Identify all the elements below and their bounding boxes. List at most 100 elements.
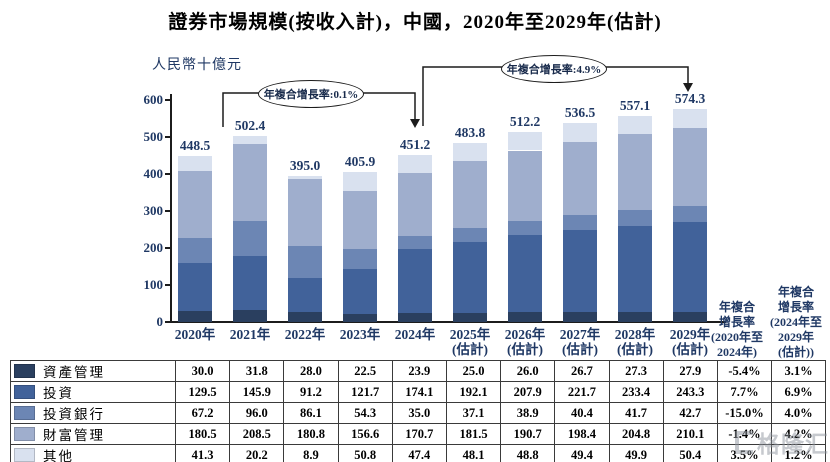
bar-segment-投資銀行 xyxy=(563,215,597,231)
value-cell: 145.9 xyxy=(229,381,285,403)
legend-swatch xyxy=(14,385,35,399)
bar-segment-財富管理 xyxy=(343,190,377,249)
cagr-cell: -15.0% xyxy=(717,402,772,424)
table-row-其他: 其他 41.3 20.2 8.9 50.8 47.4 48.1 48.8 49.4 49.9 50.… xyxy=(10,444,826,462)
bar-segment-資產管理 xyxy=(343,313,377,322)
bar-segment-投資 xyxy=(233,256,267,311)
bar-segment-財富管理 xyxy=(398,172,432,236)
bar-segment-投資 xyxy=(563,230,597,313)
table-row-投資: 投資 129.5 145.9 91.2 121.7 174.1 192.1 207.9 221.… xyxy=(10,381,826,403)
bar-segment-資產管理 xyxy=(288,311,322,322)
bar-segment-投資銀行 xyxy=(178,238,212,263)
bar-segment-投資銀行 xyxy=(618,210,652,226)
x-axis-category-label: 2027年 (估計) xyxy=(548,327,612,357)
x-axis-category-label: 2020年 xyxy=(174,327,216,342)
value-cell: 47.4 xyxy=(391,444,447,462)
value-cell: 67.2 xyxy=(174,402,231,424)
x-axis-category-note: (估計) xyxy=(617,342,653,357)
bar-segment-其他 xyxy=(508,132,542,151)
y-tick-mark xyxy=(165,247,170,249)
legend-cell: 投資銀行 xyxy=(10,402,176,424)
cagr-cell: 4.2% xyxy=(771,423,826,445)
bar-segment-財富管理 xyxy=(453,160,487,228)
bar-segment-投資銀行 xyxy=(343,248,377,269)
bar-segment-財富管理 xyxy=(178,171,212,239)
value-cell: 31.8 xyxy=(229,360,285,382)
legend-swatch xyxy=(14,427,35,441)
value-cell: 181.5 xyxy=(445,423,502,445)
x-axis-category-label: 2028年 (估計) xyxy=(603,327,667,357)
bar-segment-資產管理 xyxy=(453,312,487,322)
value-cell: 156.6 xyxy=(337,423,393,445)
y-tick-label: 300 xyxy=(143,203,164,218)
value-cell: 204.8 xyxy=(608,423,664,445)
bar-segment-投資銀行 xyxy=(398,235,432,249)
value-cell: 42.7 xyxy=(662,402,719,424)
value-cell: 210.1 xyxy=(662,423,719,445)
bar-segment-其他 xyxy=(618,115,652,135)
x-axis-category-note: (估計) xyxy=(507,342,543,357)
value-cell: 48.8 xyxy=(500,444,556,462)
bar-segment-財富管理 xyxy=(563,141,597,216)
value-cell: 190.7 xyxy=(500,423,556,445)
y-tick-mark xyxy=(165,210,170,212)
value-cell: 27.9 xyxy=(662,360,719,382)
cagr-cell: 6.9% xyxy=(771,381,826,403)
bar-segment-財富管理 xyxy=(288,179,322,247)
bar-segment-資產管理 xyxy=(398,313,432,322)
legend-swatch xyxy=(14,364,35,378)
bar-segment-投資銀行 xyxy=(508,221,542,236)
bar-segment-資產管理 xyxy=(508,312,542,322)
value-cell: 38.9 xyxy=(500,402,556,424)
bar-segment-其他 xyxy=(178,156,212,172)
y-tick-mark xyxy=(165,173,170,175)
watermark: 格隆汇 xyxy=(735,425,829,459)
legend-cell: 其他 xyxy=(10,444,176,462)
bar-segment-其他 xyxy=(673,109,707,129)
value-cell: 192.1 xyxy=(445,381,502,403)
x-axis-line xyxy=(170,321,726,323)
cagr-cell: 1.2% xyxy=(771,444,826,462)
value-cell: 174.1 xyxy=(391,381,447,403)
y-axis-line xyxy=(170,94,172,323)
x-axis-category-label: 2025年 (估計) xyxy=(438,327,502,357)
bar-segment-投資銀行 xyxy=(673,205,707,222)
bar-total-label: 395.0 xyxy=(289,157,321,173)
value-cell: 28.0 xyxy=(283,360,339,382)
value-cell: 221.7 xyxy=(554,381,610,403)
legend-swatch xyxy=(14,406,35,420)
value-cell: 37.1 xyxy=(445,402,502,424)
x-axis-category-note: (估計) xyxy=(452,342,488,357)
x-axis-category-note: (估計) xyxy=(562,342,598,357)
value-cell: 233.4 xyxy=(608,381,664,403)
bar-segment-資產管理 xyxy=(233,310,267,322)
cagr-cell: 7.7% xyxy=(717,381,772,403)
bar-segment-資產管理 xyxy=(673,311,707,322)
cagr-annotation-2020-2024: 年複合增長率:0.1% xyxy=(258,80,364,108)
bar-segment-其他 xyxy=(343,171,377,191)
bar-segment-投資 xyxy=(618,225,652,312)
bar-segment-其他 xyxy=(288,175,322,180)
y-tick-label: 600 xyxy=(143,92,164,107)
value-cell: 49.4 xyxy=(554,444,610,462)
x-axis-category-label: 2021年 xyxy=(229,327,271,342)
value-cell: 27.3 xyxy=(608,360,664,382)
bar-segment-財富管理 xyxy=(233,143,267,221)
x-axis-category-label: 2024年 xyxy=(394,327,436,342)
bar-segment-投資銀行 xyxy=(233,220,267,257)
y-tick-mark xyxy=(165,99,170,101)
y-tick-label: 100 xyxy=(143,277,164,292)
value-cell: 208.5 xyxy=(229,423,285,445)
bar-segment-投資 xyxy=(288,277,322,312)
bar-segment-資產管理 xyxy=(563,312,597,322)
x-axis-category-label: 2029年 (估計) xyxy=(658,327,722,357)
bar-segment-其他 xyxy=(398,155,432,173)
x-axis-category-label: 2022年 xyxy=(284,327,326,342)
y-tick-mark xyxy=(165,136,170,138)
bar-segment-其他 xyxy=(563,123,597,142)
bar-total-label: 405.9 xyxy=(344,153,376,169)
cagr-column-header-2020-2024: 年複合 增長率 (2020年至 2024年) xyxy=(711,300,763,359)
cagr-cell: 3.1% xyxy=(771,360,826,382)
legend-cell: 投資 xyxy=(10,381,176,403)
value-cell: 198.4 xyxy=(554,423,610,445)
